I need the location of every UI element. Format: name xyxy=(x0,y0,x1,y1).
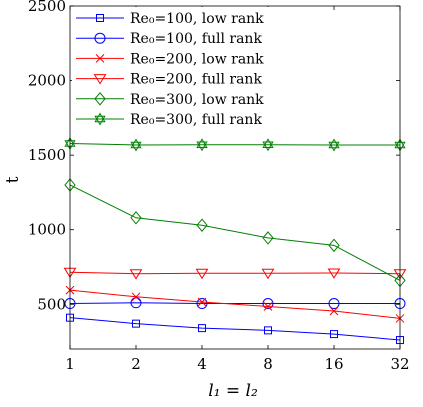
marker-triangle-down xyxy=(261,268,275,280)
marker-square xyxy=(132,319,140,328)
marker-x xyxy=(95,54,105,63)
marker-circle xyxy=(130,297,142,309)
y-tick-label: 2500 xyxy=(28,0,66,15)
legend-label: Re₀=100, low rank xyxy=(130,11,264,27)
marker-square xyxy=(330,330,338,339)
series-line xyxy=(69,317,401,341)
axes-layer: 1 2 4 8 16 32 500 1000 1500 2000 2500 xyxy=(28,0,410,373)
legend-item: Re₀=100, low rank xyxy=(76,11,264,27)
marker-circle xyxy=(94,32,106,44)
x-axis-label: l₁ = l₂ xyxy=(208,381,258,401)
marker-diamond xyxy=(262,231,274,245)
x-tick-label: 2 xyxy=(131,355,141,373)
marker-triangle-down xyxy=(93,74,107,85)
y-tick-label: 1000 xyxy=(28,221,66,239)
legend-box xyxy=(72,7,284,131)
marker-hexagram-down xyxy=(262,141,274,152)
y-tick-label: 500 xyxy=(37,295,66,313)
series-2 xyxy=(64,297,406,310)
marker-square xyxy=(96,14,104,22)
marker-circle xyxy=(262,298,274,310)
marker-hexagram xyxy=(130,138,142,152)
marker-square xyxy=(198,324,206,333)
marker-hexagram xyxy=(262,138,274,152)
marker-x xyxy=(131,292,141,302)
x-tick-label: 8 xyxy=(263,355,273,373)
marker-diamond xyxy=(130,210,142,225)
marker-hexagram-down xyxy=(94,115,106,126)
marker-hexagram-down xyxy=(328,141,340,152)
y-tick-label: 2000 xyxy=(28,72,66,90)
marker-triangle-down xyxy=(327,268,341,279)
legend-label: Re₀=300, full rank xyxy=(130,112,262,128)
legend-label: Re₀=300, low rank xyxy=(130,92,264,108)
marker-diamond xyxy=(328,238,340,253)
series-line xyxy=(69,271,401,275)
plot-frame xyxy=(69,5,401,350)
series-line xyxy=(69,302,400,305)
series-line xyxy=(69,143,400,146)
legend-item: Re₀=300, low rank xyxy=(76,92,264,108)
marker-hexagram xyxy=(196,138,208,152)
series-4 xyxy=(63,267,407,280)
marker-hexagram-down xyxy=(196,141,208,152)
marker-hexagram xyxy=(328,138,340,152)
legend-label: Re₀=100, full rank xyxy=(130,31,262,47)
legend-label: Re₀=200, low rank xyxy=(130,51,264,67)
series-line xyxy=(69,184,401,281)
marker-square xyxy=(264,326,272,335)
marker-hexagram-up xyxy=(262,138,274,148)
marker-hexagram-up xyxy=(196,138,208,148)
series-5 xyxy=(64,178,406,288)
marker-diamond xyxy=(196,218,208,233)
legend-label: Re₀=200, full rank xyxy=(130,72,262,88)
series-1 xyxy=(66,313,404,345)
marker-circle xyxy=(328,298,340,310)
x-tick-label: 32 xyxy=(390,355,409,373)
series-line xyxy=(69,289,401,319)
series-layer xyxy=(63,136,407,345)
series-6 xyxy=(64,136,406,152)
x-tick-label: 4 xyxy=(197,355,207,373)
series-3 xyxy=(65,285,405,323)
marker-hexagram-up xyxy=(130,138,142,149)
marker-x xyxy=(329,306,339,316)
legend: Re₀=100, low rank Re₀=100, full rank Re₀=2… xyxy=(72,7,284,131)
marker-hexagram-up xyxy=(328,138,340,149)
legend-item: Re₀=200, full rank xyxy=(76,72,262,88)
marker-triangle-down xyxy=(195,268,209,280)
marker-hexagram-up xyxy=(94,112,106,123)
legend-item: Re₀=100, full rank xyxy=(76,31,262,47)
y-tick-label: 1500 xyxy=(28,146,66,164)
legend-item: Re₀=200, low rank xyxy=(76,51,264,67)
marker-x xyxy=(263,302,273,311)
x-tick-label: 1 xyxy=(65,355,75,373)
marker-hexagram xyxy=(94,112,106,126)
marker-circle xyxy=(196,298,208,310)
marker-x xyxy=(197,297,207,307)
x-tick-label: 16 xyxy=(324,355,343,373)
marker-hexagram-down xyxy=(130,141,142,152)
marker-diamond xyxy=(94,92,106,106)
legend-item: Re₀=300, full rank xyxy=(76,112,262,128)
y-axis-label: t xyxy=(3,176,23,183)
marker-triangle-down xyxy=(129,269,143,280)
